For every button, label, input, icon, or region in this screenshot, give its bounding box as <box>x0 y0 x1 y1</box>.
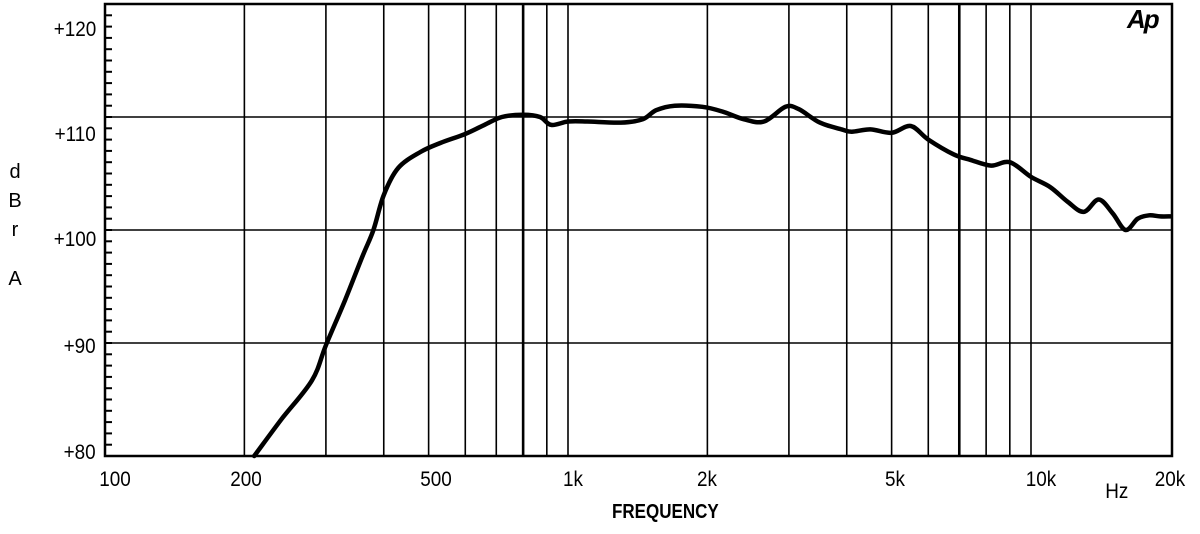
x-tick-label: 20k <box>1155 468 1186 491</box>
x-tick-label: 200 <box>230 468 263 491</box>
ap-logo: Ap <box>1127 4 1160 34</box>
grid-lines <box>105 4 1172 456</box>
x-tick-label: 100 <box>99 468 131 491</box>
x-tick-label: 1k <box>563 468 583 491</box>
x-tick-label: 5k <box>884 468 905 491</box>
x-axis-title: FREQUENCY <box>612 501 719 523</box>
y-axis-title-r: r <box>11 219 19 241</box>
x-tick-label: 500 <box>419 468 452 491</box>
plot-frame <box>103 2 1174 458</box>
y-axis-title-d: d <box>9 161 21 183</box>
x-axis-unit: Hz <box>1105 480 1129 503</box>
y-tick-label: +110 <box>54 123 96 146</box>
y-tick-label: +100 <box>53 228 96 251</box>
y-tick-label: +120 <box>53 18 96 41</box>
y-axis-title-a: A <box>8 268 22 290</box>
y-tick-label: +90 <box>63 335 96 358</box>
y-axis-title-b: B <box>8 190 22 212</box>
x-tick-label: 2k <box>697 468 718 491</box>
y-axis-title: d B r A <box>8 158 22 294</box>
x-tick-label: 10k <box>1025 468 1057 491</box>
y-minor-ticks <box>105 14 112 446</box>
y-tick-label: +80 <box>63 441 96 464</box>
response-curve <box>251 103 1173 459</box>
